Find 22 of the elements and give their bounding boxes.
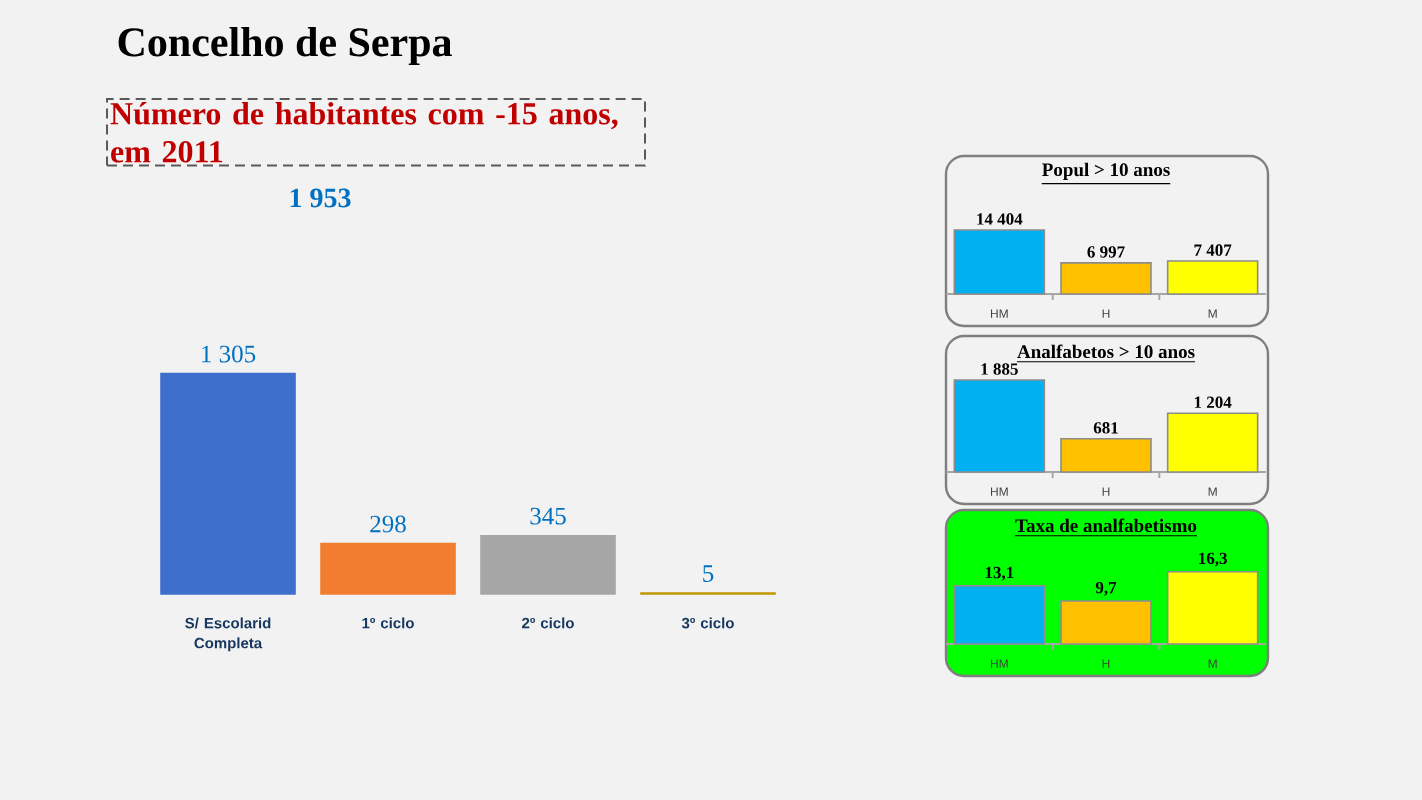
text: 1 953 <box>290 188 351 208</box>
chart-subtitle: Número de habitantes com -15 anos, em 2011 <box>110 101 618 163</box>
chart-title: Analfabetos > 10 anos <box>1017 344 1195 359</box>
data-label: 13,1 <box>985 566 1014 581</box>
data-label: 9,7 <box>1095 581 1117 596</box>
chart-title: Popul > 10 anos <box>1042 162 1170 180</box>
bar <box>160 372 296 595</box>
data-label: 1 885 <box>981 363 1018 375</box>
chart-title: Taxa de analfabetismo <box>1015 518 1197 533</box>
bar <box>480 534 616 595</box>
data-label: 1 305 <box>202 345 256 363</box>
data-label: 681 <box>1093 422 1118 434</box>
data-label: 298 <box>370 515 406 533</box>
data-label: 14 404 <box>977 213 1023 225</box>
data-label: 6 997 <box>1087 246 1125 258</box>
data-label: 7 407 <box>1194 244 1232 256</box>
data-label: 5 <box>703 565 714 582</box>
chart-title: Concelho de Serpa <box>118 26 452 66</box>
data-label: 345 <box>530 507 566 525</box>
data-label: 16,3 <box>1199 552 1227 567</box>
data-label: 1 204 <box>1194 396 1232 409</box>
bar <box>320 542 456 595</box>
